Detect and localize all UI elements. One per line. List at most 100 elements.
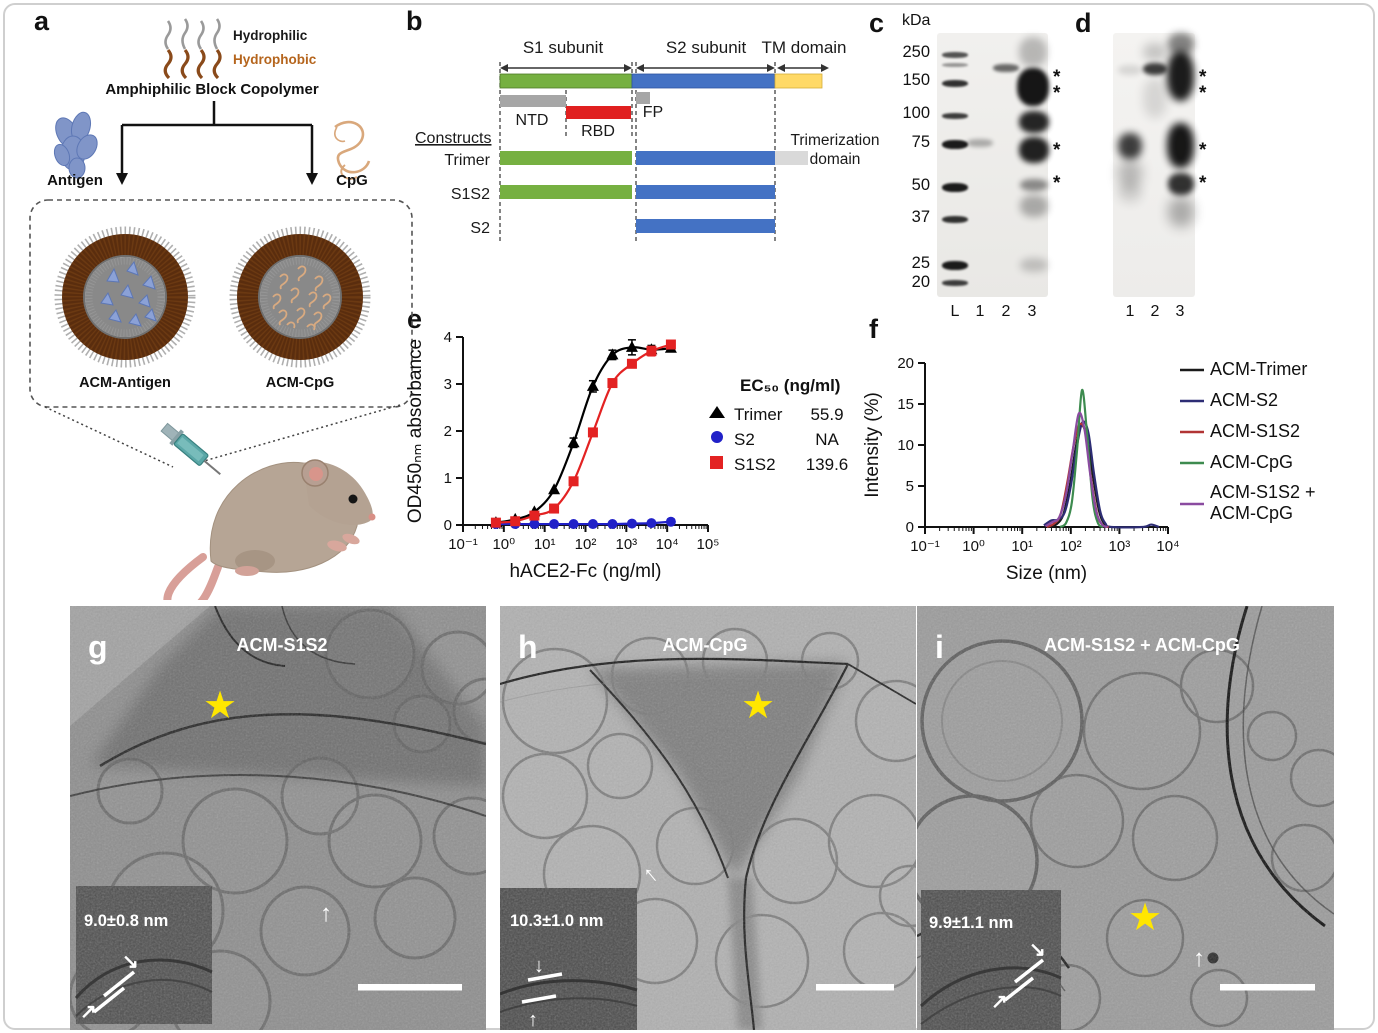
scale-bar [816, 984, 894, 991]
panel-c-letter: c [869, 8, 885, 38]
svg-text:Size (nm): Size (nm) [1006, 563, 1087, 584]
legend-acm-s2-label: ACM-S2 [1210, 389, 1279, 410]
svg-text:5: 5 [906, 478, 914, 495]
star-marker-icon: ★ [1128, 897, 1162, 939]
legend-acm-s1s2-label: ACM-S1S2 [1210, 420, 1301, 441]
svg-text:10⁻¹: 10⁻¹ [910, 538, 940, 555]
ladder-20: 20 [911, 273, 930, 291]
elisa-chart: 0 1 2 3 4 10⁻¹ 10⁰ 10¹ 10² 10³ 10⁴ 10⁵ hACE2-Fc (ng/… [405, 329, 720, 582]
inset-i-measurement: 9.9±1.1 nm [929, 914, 1013, 932]
svg-text:10⁰: 10⁰ [492, 536, 515, 553]
svg-text:15: 15 [897, 396, 914, 413]
inset-h-measurement: 10.3±1.0 nm [510, 912, 603, 930]
scale-bar [358, 984, 462, 991]
svg-text:10²: 10² [1060, 538, 1082, 555]
copolymer-label: Amphiphilic Block Copolymer [105, 81, 319, 98]
measure-arrow-down-icon: ↓ [534, 955, 544, 977]
legend-row-acm-s2: ACM-S2 [1180, 389, 1370, 411]
construct-row-trimer-label: Trimer [444, 152, 490, 169]
trimerization-label-line2: domain [810, 151, 861, 168]
line-swatch-icon [1180, 368, 1204, 372]
legend-row-acm-cpg: ACM-CpG [1180, 451, 1370, 473]
encapsulated-antigens [100, 260, 157, 327]
ladder-75: 75 [911, 133, 930, 151]
dls-chart: 0 5 10 15 20 10⁻¹ 10⁰ 10¹ 10² 10³ 10⁴ Size (nm) Inte… [862, 355, 1180, 584]
panel-g-title: ACM-S1S2 [236, 635, 327, 655]
arrow-marker-icon: ↑ [1193, 945, 1205, 972]
svg-text:10¹: 10¹ [1011, 538, 1033, 555]
legend-s2-label: S2 [734, 429, 755, 449]
panel-e-letter: e [407, 304, 423, 334]
rbd-bar [566, 106, 631, 119]
circle-marker-icon [711, 431, 723, 443]
inset-g-measurement: 9.0±0.8 nm [84, 912, 168, 930]
svg-text:10³: 10³ [1109, 538, 1131, 555]
asterisk-c-4: * [1053, 173, 1061, 194]
legend-trimer-label: Trimer [734, 404, 783, 424]
panel-f-letter: f [869, 314, 878, 344]
svg-text:10³: 10³ [615, 536, 637, 553]
arrow-down-right-icon [306, 173, 318, 185]
encapsulated-cpg [272, 265, 332, 331]
span-arrowheads [500, 64, 829, 72]
svg-text:0: 0 [906, 519, 914, 536]
scale-bar [1220, 984, 1315, 991]
mouse-eye [348, 494, 358, 504]
ladder-37: 37 [911, 208, 930, 226]
legend-row-trimer: Trimer 55.9 [706, 402, 876, 427]
svg-text:10²: 10² [575, 536, 597, 553]
asterisk-c-2: * [1053, 83, 1061, 104]
panel-i-letter: i [935, 629, 944, 665]
acm-antigen-particle [54, 226, 196, 368]
lane-c-L: L [950, 303, 960, 320]
panel-b-constructs: S1 subunit S2 subunit TM domain NTD RBD … [415, 38, 880, 242]
legend-s2-ec50: NA [815, 429, 839, 449]
construct-row-s1s2-label: S1S2 [451, 186, 490, 203]
lane-c-3: 3 [1027, 303, 1037, 320]
lane-c-2: 2 [1001, 303, 1011, 320]
line-swatch-icon [1180, 399, 1204, 403]
legend-s1s2-ec50: 139.6 [805, 454, 849, 474]
legend-acm-cpg-label: ACM-CpG [1210, 451, 1294, 472]
legend-row-acm-trimer: ACM-Trimer [1180, 358, 1370, 380]
legend-s1s2-label: S1S2 [734, 454, 776, 474]
svg-text:0: 0 [444, 517, 452, 534]
lane-d-3: 3 [1175, 303, 1185, 320]
fp-label: FP [643, 104, 663, 121]
measure-arrow-up-icon: ↑ [528, 1009, 538, 1030]
svg-text:10⁰: 10⁰ [962, 538, 985, 555]
arrow-marker-icon: ↑ [320, 900, 332, 927]
legend-row-acm-s1s2: ACM-S1S2 [1180, 420, 1370, 442]
asterisk-d-2: * [1199, 83, 1207, 104]
triangle-marker-icon [709, 406, 725, 418]
ladder-100: 100 [902, 104, 930, 122]
cryoem-panel-h: h ACM-CpG ★ ↑ ↓ ↑ 10.3±1.0 nm [500, 606, 916, 1030]
svg-text:4: 4 [444, 329, 452, 346]
constructs-label: Constructs [415, 130, 491, 147]
ntd-label: NTD [516, 112, 549, 129]
legend-trimer-ec50: 55.9 [810, 404, 844, 424]
dls-legend: ACM-Trimer ACM-S2 ACM-S1S2 ACM-CpG ACM-S… [1180, 358, 1370, 533]
asterisk-c-3: * [1053, 140, 1061, 161]
ntd-bar [500, 95, 566, 107]
lane-d-2: 2 [1150, 303, 1160, 320]
svg-text:10⁵: 10⁵ [697, 536, 720, 553]
fp-bar [636, 92, 650, 104]
panel-a-letter: a [34, 6, 50, 36]
lane-c-1: 1 [975, 303, 985, 320]
line-swatch-icon [1180, 502, 1204, 506]
elisa-legend: EC₅₀ (ng/ml) Trimer 55.9 S2 NA S1S2 139.… [706, 376, 876, 477]
acm-antigen-label: ACM-Antigen [79, 375, 171, 391]
acm-cpg-particle [229, 226, 371, 368]
ladder-250: 250 [902, 43, 930, 61]
legend-acm-mix-label-line2: ACM-CpG [1210, 503, 1294, 523]
svg-text:2: 2 [444, 423, 452, 440]
dotted-connectors [44, 404, 401, 468]
svg-text:20: 20 [897, 355, 914, 372]
trimerization-label-line1: Trimerization [791, 132, 880, 149]
arrow-down-left-icon [116, 173, 128, 185]
measure-arrow-down-icon: ↘ [122, 951, 139, 973]
kda-units-label: kDa [902, 12, 931, 29]
ec50-header: EC₅₀ (ng/ml) [740, 376, 841, 395]
